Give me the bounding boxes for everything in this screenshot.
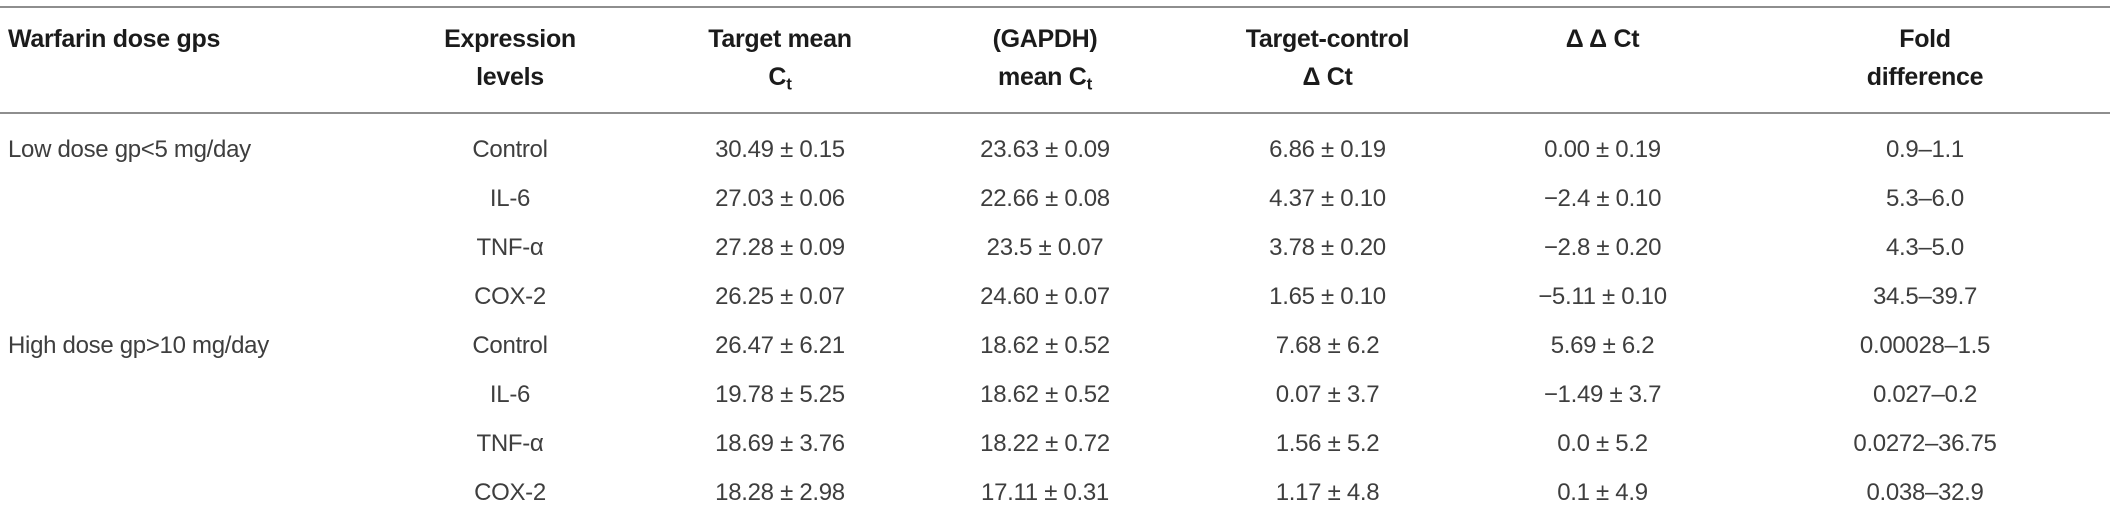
cell-fold-difference: 34.5–39.7	[1872, 282, 1978, 310]
cell-expression-level: TNF-α	[476, 429, 544, 457]
cell-dose-group	[0, 419, 360, 468]
cell-dose-group: High dose gp>10 mg/day	[8, 331, 269, 359]
cell-fold-difference: 5.3–6.0	[1886, 184, 1964, 212]
col-header-target-control-delta-ct: Target-control Δ Ct	[1190, 7, 1465, 114]
table-header: Warfarin dose gps Expression levels Targ…	[0, 7, 2110, 114]
table-row: IL-6 19.78 ± 5.25 18.62 ± 0.52 0.07 ± 3.…	[0, 370, 2110, 419]
cell-gapdh-mean-ct: 18.62 ± 0.52	[980, 331, 1110, 359]
cell-expression-level: IL-6	[489, 184, 531, 212]
header-line: Ct	[660, 58, 900, 96]
cell-target-mean-ct: 18.28 ± 2.98	[715, 478, 845, 506]
cell-delta-delta-ct: −2.4 ± 0.10	[1543, 184, 1662, 212]
cell-target-mean-ct: 26.47 ± 6.21	[715, 331, 845, 359]
header-line: (GAPDH)	[992, 25, 1098, 53]
cell-target-control-delta-ct: 3.78 ± 0.20	[1269, 233, 1386, 261]
header-subscript: t	[1086, 74, 1093, 94]
cell-target-control-delta-ct: 1.65 ± 0.10	[1269, 282, 1386, 310]
cell-delta-delta-ct: 0.00 ± 0.19	[1544, 135, 1661, 163]
header-line: difference	[1866, 63, 1984, 91]
header-line: Target-control	[1245, 25, 1410, 53]
cell-target-mean-ct: 26.25 ± 0.07	[715, 282, 845, 310]
cell-expression-level: Control	[472, 135, 548, 163]
cell-target-mean-ct: 30.49 ± 0.15	[715, 135, 845, 163]
cell-gapdh-mean-ct: 18.22 ± 0.72	[980, 429, 1110, 457]
table-row: COX-2 18.28 ± 2.98 17.11 ± 0.31 1.17 ± 4…	[0, 468, 2110, 525]
table-row: High dose gp>10 mg/day Control 26.47 ± 6…	[0, 321, 2110, 370]
cell-expression-level: Control	[472, 331, 548, 359]
cell-expression-level: TNF-α	[476, 233, 544, 261]
cell-target-mean-ct: 19.78 ± 5.25	[715, 380, 845, 408]
cell-fold-difference: 0.027–0.2	[1872, 380, 1978, 408]
col-header-fold-difference: Fold difference	[1740, 7, 2110, 114]
cell-fold-difference: 0.038–32.9	[1866, 478, 1984, 506]
col-header-delta-delta-ct: Δ Δ Ct	[1465, 7, 1740, 114]
cell-gapdh-mean-ct: 22.66 ± 0.08	[980, 184, 1110, 212]
col-header-warfarin-dose-gps: Warfarin dose gps	[0, 7, 360, 114]
col-header-expression-levels: Expression levels	[360, 7, 660, 114]
header-line-text: C	[768, 63, 787, 91]
cell-target-mean-ct: 27.03 ± 0.06	[715, 184, 845, 212]
cell-delta-delta-ct: −2.8 ± 0.20	[1543, 233, 1662, 261]
header-line: Fold	[1899, 25, 1951, 53]
table-row: Low dose gp<5 mg/day Control 30.49 ± 0.1…	[0, 113, 2110, 174]
cell-target-control-delta-ct: 4.37 ± 0.10	[1269, 184, 1386, 212]
header-line: Δ Δ Ct	[1565, 25, 1640, 53]
cell-delta-delta-ct: 5.69 ± 6.2	[1550, 331, 1655, 359]
cell-delta-delta-ct: 0.0 ± 5.2	[1557, 429, 1648, 457]
header-line: levels	[476, 63, 544, 91]
cell-dose-group	[0, 370, 360, 419]
cell-fold-difference: 0.00028–1.5	[1859, 331, 1991, 359]
table-body: Low dose gp<5 mg/day Control 30.49 ± 0.1…	[0, 113, 2110, 525]
cell-target-control-delta-ct: 0.07 ± 3.7	[1275, 380, 1380, 408]
cell-dose-group	[0, 468, 360, 525]
cell-gapdh-mean-ct: 23.5 ± 0.07	[986, 233, 1104, 261]
cell-target-control-delta-ct: 6.86 ± 0.19	[1269, 135, 1386, 163]
cell-dose-group	[0, 272, 360, 321]
col-header-target-mean-ct: Target mean Ct	[660, 7, 900, 114]
cell-gapdh-mean-ct: 17.11 ± 0.31	[981, 478, 1109, 506]
cell-delta-delta-ct: −1.49 ± 3.7	[1543, 380, 1662, 408]
cell-expression-level: COX-2	[474, 282, 546, 310]
cell-dose-group	[0, 174, 360, 223]
cell-dose-group: Low dose gp<5 mg/day	[8, 135, 251, 163]
cell-target-mean-ct: 18.69 ± 3.76	[715, 429, 845, 457]
cell-target-control-delta-ct: 7.68 ± 6.2	[1275, 331, 1380, 359]
cell-delta-delta-ct: −5.11 ± 0.10	[1538, 282, 1667, 310]
cell-fold-difference: 4.3–5.0	[1886, 233, 1964, 261]
cell-target-control-delta-ct: 1.17 ± 4.8	[1275, 478, 1380, 506]
cell-target-mean-ct: 27.28 ± 0.09	[715, 233, 845, 261]
table-row: IL-6 27.03 ± 0.06 22.66 ± 0.08 4.37 ± 0.…	[0, 174, 2110, 223]
cell-expression-level: COX-2	[474, 478, 546, 506]
cell-expression-level: IL-6	[489, 380, 531, 408]
header-line-text: mean C	[998, 63, 1087, 91]
col-header-gapdh-mean-ct: (GAPDH) mean Ct	[900, 7, 1190, 114]
cell-fold-difference: 0.9–1.1	[1886, 135, 1964, 163]
header-line: Target mean	[708, 25, 852, 53]
cell-fold-difference: 0.0272–36.75	[1853, 429, 1997, 457]
warfarin-expression-table: Warfarin dose gps Expression levels Targ…	[0, 6, 2110, 525]
cell-gapdh-mean-ct: 24.60 ± 0.07	[980, 282, 1110, 310]
table-row: COX-2 26.25 ± 0.07 24.60 ± 0.07 1.65 ± 0…	[0, 272, 2110, 321]
header-line: Δ Ct	[1302, 63, 1353, 91]
cell-gapdh-mean-ct: 18.62 ± 0.52	[980, 380, 1110, 408]
table-row: TNF-α 18.69 ± 3.76 18.22 ± 0.72 1.56 ± 5…	[0, 419, 2110, 468]
table-row: TNF-α 27.28 ± 0.09 23.5 ± 0.07 3.78 ± 0.…	[0, 223, 2110, 272]
cell-dose-group	[0, 223, 360, 272]
cell-target-control-delta-ct: 1.56 ± 5.2	[1275, 429, 1380, 457]
header-row: Warfarin dose gps Expression levels Targ…	[0, 7, 2110, 114]
header-line: Warfarin dose gps	[8, 25, 221, 53]
cell-delta-delta-ct: 0.1 ± 4.9	[1557, 478, 1648, 506]
header-line: mean Ct	[900, 58, 1190, 96]
header-line: Expression	[444, 25, 576, 53]
cell-gapdh-mean-ct: 23.63 ± 0.09	[980, 135, 1110, 163]
header-subscript: t	[786, 74, 792, 94]
